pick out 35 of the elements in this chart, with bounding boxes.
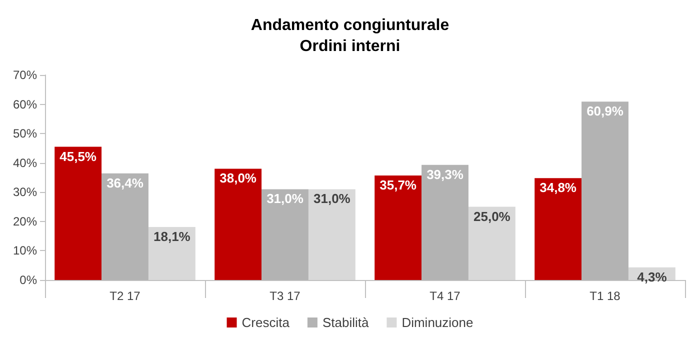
data-label: 45,5% [60, 148, 97, 164]
data-label: 34,8% [540, 180, 577, 196]
legend-label: Crescita [242, 315, 290, 330]
data-label: 35,7% [380, 177, 417, 192]
data-label: 36,4% [106, 175, 144, 190]
x-tick-label: T2 17 [110, 289, 141, 303]
bar [534, 178, 582, 280]
data-label: 31,0% [313, 191, 351, 206]
y-tick-label: 60% [12, 97, 38, 112]
data-label: 25,0% [473, 208, 511, 224]
data-label: 60,9% [586, 104, 624, 119]
data-label: 39,3% [426, 166, 464, 182]
y-tick-label: 30% [12, 185, 38, 200]
data-label: 18,1% [153, 228, 191, 244]
x-tick-label: T1 18 [590, 289, 621, 303]
data-label: 31,0% [266, 191, 304, 206]
data-label: 38,0% [220, 170, 257, 186]
bar [308, 189, 356, 280]
bar [148, 226, 196, 280]
data-label: 4,3% [637, 269, 668, 284]
y-tick-label: 50% [12, 126, 38, 141]
y-tick-label: 0% [20, 273, 38, 287]
bar [54, 146, 102, 280]
y-tick-label: 70% [12, 68, 38, 82]
y-tick-label: 10% [12, 244, 38, 258]
y-tick-label: 40% [12, 156, 38, 170]
bar [214, 168, 262, 280]
bar [374, 175, 422, 280]
legend-label: Diminuzione [402, 315, 474, 330]
y-tick-label: 20% [12, 214, 38, 228]
bar [468, 206, 516, 280]
x-tick-label: T4 17 [430, 289, 461, 303]
legend-label: Stabilità [322, 315, 370, 330]
x-tick-label: T3 17 [270, 289, 301, 303]
chart-title: Andamento congiunturale Ordini interni [250, 17, 450, 55]
